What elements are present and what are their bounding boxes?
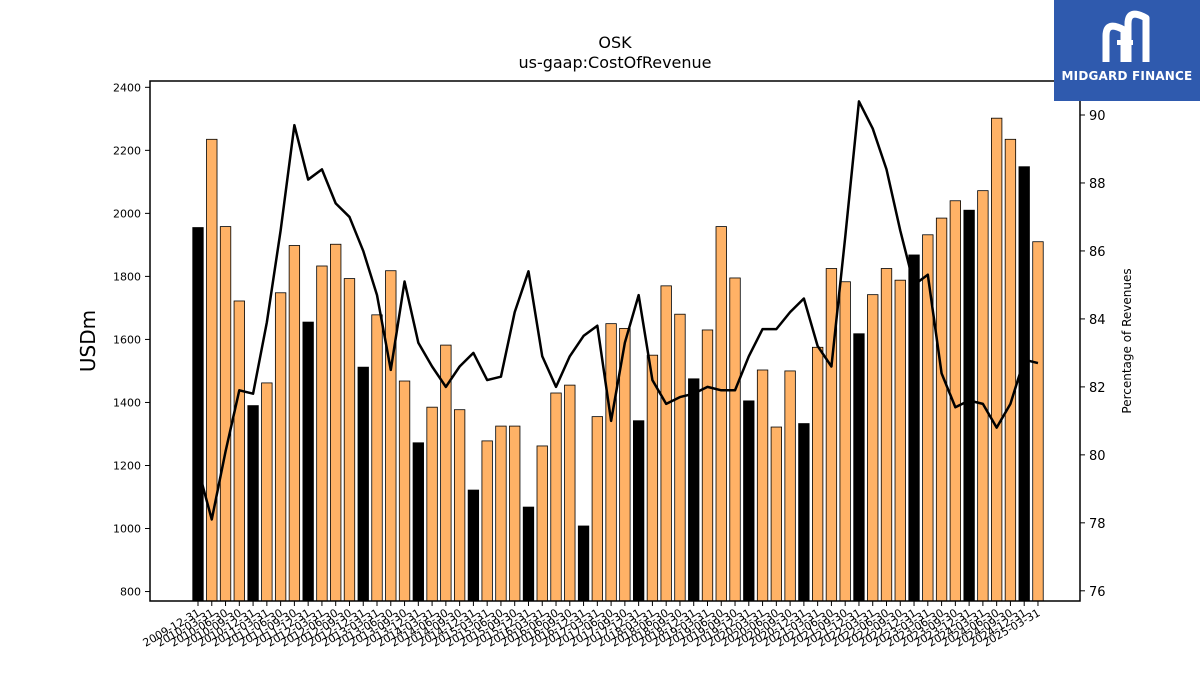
chart-title: OSK bbox=[598, 33, 632, 52]
bar bbox=[343, 278, 356, 602]
bar bbox=[274, 292, 287, 602]
bar bbox=[977, 190, 989, 602]
y-tick-label: 2400 bbox=[113, 81, 141, 94]
bar bbox=[357, 366, 369, 602]
y2-tick-label: 90 bbox=[1089, 109, 1106, 124]
bar bbox=[701, 329, 714, 602]
y-tick-label: 1800 bbox=[113, 270, 141, 283]
bar bbox=[206, 138, 218, 602]
bar bbox=[591, 416, 603, 602]
bar bbox=[536, 445, 548, 602]
bar bbox=[605, 323, 617, 602]
bar bbox=[688, 378, 700, 602]
bar bbox=[756, 369, 769, 602]
y2-axis-label: Percentage of Revenues bbox=[1120, 268, 1134, 413]
y2-tick-label: 78 bbox=[1089, 517, 1106, 532]
bar bbox=[522, 506, 535, 602]
bar bbox=[935, 217, 948, 602]
y-tick-label: 2200 bbox=[113, 144, 141, 157]
bar bbox=[632, 420, 645, 602]
bar bbox=[288, 245, 301, 602]
bar bbox=[743, 400, 755, 602]
y2-tick-label: 86 bbox=[1089, 245, 1106, 260]
bar bbox=[233, 300, 245, 602]
plot-frame bbox=[149, 80, 1081, 602]
bar bbox=[798, 423, 810, 602]
bar bbox=[1032, 241, 1044, 602]
bar bbox=[853, 333, 865, 602]
y2-tick-label: 88 bbox=[1089, 177, 1106, 192]
bar bbox=[784, 370, 796, 602]
bar bbox=[412, 442, 424, 602]
y2-tick-label: 76 bbox=[1089, 585, 1106, 600]
bar bbox=[729, 277, 741, 602]
bar bbox=[453, 409, 466, 602]
y-tick-label: 1400 bbox=[113, 396, 141, 409]
bar bbox=[880, 268, 893, 602]
bar bbox=[302, 321, 314, 602]
bar bbox=[564, 384, 576, 602]
bar bbox=[660, 285, 672, 602]
bar bbox=[247, 405, 259, 602]
bar bbox=[963, 209, 975, 602]
axes-group: 800 1000 1200 1400 1600 1800 2000 2200 2400 76 78 8… bbox=[113, 81, 1106, 649]
bar bbox=[867, 294, 879, 602]
bar bbox=[371, 314, 383, 602]
y-tick-label: 800 bbox=[120, 586, 141, 599]
chart-subtitle: us-gaap:CostOfRevenue bbox=[518, 53, 711, 72]
bar bbox=[550, 392, 562, 602]
bar bbox=[908, 254, 920, 602]
bar bbox=[481, 440, 493, 602]
y2-tick-label: 82 bbox=[1089, 381, 1106, 396]
bar bbox=[509, 425, 521, 602]
bar bbox=[770, 426, 782, 602]
bar bbox=[261, 382, 273, 602]
bar bbox=[674, 313, 686, 602]
bar bbox=[577, 525, 590, 602]
y2-tick-label: 80 bbox=[1089, 449, 1106, 464]
bar bbox=[495, 425, 507, 602]
y-axis-label: USDm bbox=[76, 310, 100, 372]
bar bbox=[715, 226, 727, 602]
bar bbox=[894, 279, 906, 602]
bar bbox=[825, 268, 838, 602]
bar bbox=[192, 227, 204, 602]
midgard-finance-logo: MIDGARD FINANCE bbox=[1054, 0, 1200, 101]
bar bbox=[839, 281, 851, 602]
bar bbox=[467, 489, 480, 602]
bar bbox=[1018, 166, 1030, 602]
y-tick-label: 2000 bbox=[113, 207, 141, 220]
logo-text: MIDGARD FINANCE bbox=[1061, 69, 1193, 83]
bar bbox=[398, 380, 411, 602]
line-group bbox=[196, 100, 1039, 521]
y-tick-label: 1600 bbox=[113, 333, 141, 346]
bar bbox=[316, 265, 328, 602]
bar bbox=[991, 117, 1003, 602]
bar bbox=[219, 226, 232, 602]
logo-mark-icon bbox=[1102, 10, 1150, 62]
bar bbox=[646, 354, 659, 602]
bar bbox=[922, 234, 934, 602]
percentage-line bbox=[196, 100, 1039, 521]
bar bbox=[426, 406, 438, 602]
y-tick-label: 1000 bbox=[113, 523, 141, 536]
bar bbox=[330, 243, 342, 602]
bar bbox=[812, 346, 824, 602]
bar bbox=[385, 270, 397, 602]
bar bbox=[1004, 138, 1017, 602]
y2-tick-label: 84 bbox=[1089, 313, 1106, 328]
y-tick-label: 1200 bbox=[113, 459, 141, 472]
bars-group bbox=[192, 117, 1044, 602]
